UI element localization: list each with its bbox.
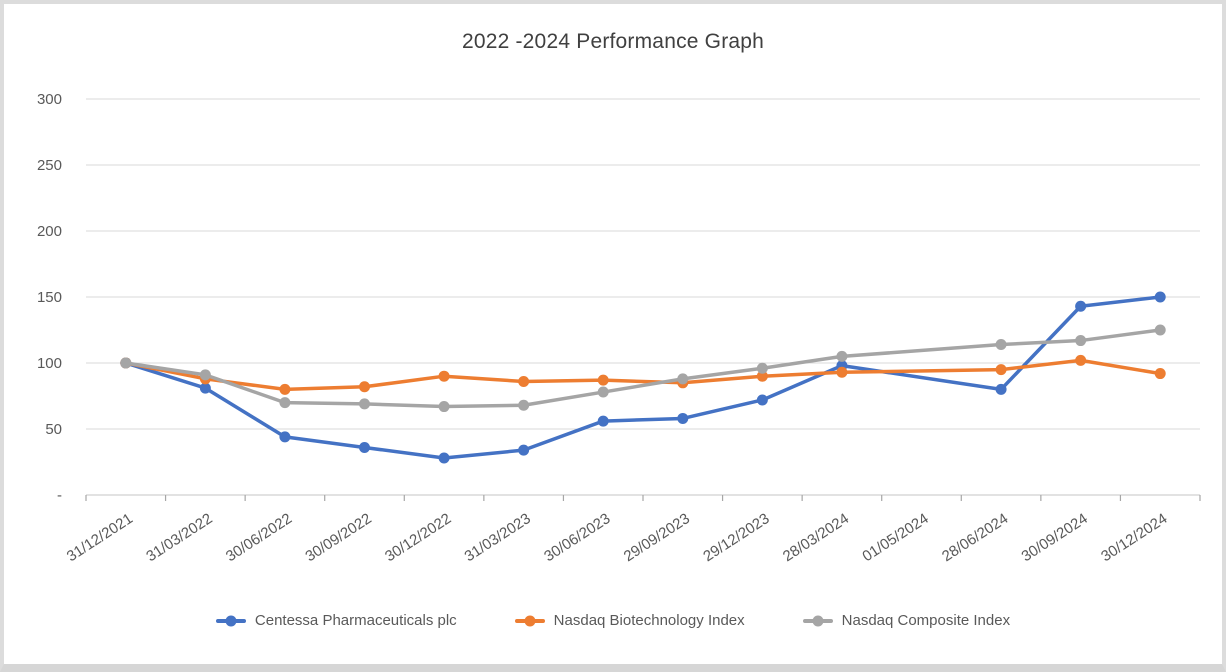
data-point-marker: [120, 357, 132, 369]
data-point-marker: [677, 412, 689, 424]
svg-text:50: 50: [45, 421, 62, 438]
data-point-marker: [1075, 335, 1087, 347]
svg-text:31/03/2022: 31/03/2022: [143, 510, 215, 565]
data-point-marker: [518, 399, 530, 411]
svg-text:30/09/2024: 30/09/2024: [1019, 510, 1091, 565]
data-point-marker: [1154, 291, 1166, 303]
data-point-marker: [279, 383, 291, 395]
svg-text:-: -: [57, 487, 62, 504]
data-point-marker: [438, 452, 450, 464]
legend-item-centessa-pharmaceuticals-plc: Centessa Pharmaceuticals plc: [215, 612, 457, 629]
data-point-marker: [995, 383, 1007, 395]
y-axis-labels: - 50 100 150 200 250 300: [37, 91, 62, 504]
data-point-marker: [597, 374, 609, 386]
svg-text:31/03/2023: 31/03/2023: [462, 510, 534, 565]
data-point-marker: [279, 397, 291, 409]
data-point-marker: [995, 339, 1007, 351]
data-point-marker: [279, 431, 291, 443]
line-circle-marker-icon: [215, 615, 246, 626]
data-point-marker: [518, 375, 530, 387]
chart-title: 2022 -2024 Performance Graph: [461, 30, 765, 53]
circle-marker-icon: [812, 615, 824, 626]
line-circle-marker-icon: [802, 615, 833, 626]
data-point-marker: [756, 394, 768, 406]
svg-text:29/09/2023: 29/09/2023: [621, 510, 693, 565]
svg-text:30/12/2024: 30/12/2024: [1098, 510, 1170, 565]
x-axis-labels: 31/12/2021 31/03/2022 30/06/2022 30/09/2022…: [64, 510, 1171, 565]
svg-text:30/12/2022: 30/12/2022: [382, 510, 454, 565]
svg-text:29/12/2023: 29/12/2023: [700, 510, 772, 565]
data-point-marker: [1154, 368, 1166, 380]
data-point-marker: [199, 369, 211, 381]
legend: Centessa Pharmaceuticals plc Nasdaq Biot…: [4, 612, 1222, 629]
data-point-marker: [597, 386, 609, 398]
data-point-marker: [836, 350, 848, 362]
data-point-marker: [756, 370, 768, 382]
data-point-marker: [836, 366, 848, 378]
svg-text:30/06/2023: 30/06/2023: [541, 510, 613, 565]
data-point-marker: [518, 444, 530, 456]
series-nasdaq-biotechnology-index: [120, 354, 1166, 395]
data-point-marker: [199, 382, 211, 394]
data-point-marker: [359, 398, 370, 410]
data-point-marker: [597, 415, 609, 427]
data-point-marker: [1154, 324, 1166, 336]
svg-text:200: 200: [37, 223, 62, 240]
svg-text:250: 250: [37, 157, 62, 174]
x-axis: [85, 494, 1201, 501]
data-point-marker: [677, 373, 689, 385]
circle-marker-icon: [225, 615, 237, 626]
circle-marker-icon: [524, 615, 536, 626]
svg-text:30/06/2022: 30/06/2022: [223, 510, 295, 565]
data-point-marker: [995, 364, 1007, 376]
data-point-marker: [756, 362, 768, 374]
data-point-marker: [359, 441, 370, 453]
svg-text:28/03/2024: 28/03/2024: [780, 510, 852, 565]
svg-text:100: 100: [37, 355, 62, 372]
svg-text:150: 150: [37, 289, 62, 306]
gridlines: [86, 98, 1200, 430]
legend-label: Nasdaq Biotechnology Index: [553, 612, 745, 629]
line-circle-marker-icon: [514, 615, 545, 626]
svg-text:30/09/2022: 30/09/2022: [302, 510, 374, 565]
legend-item-nasdaq-composite-index: Nasdaq Composite Index: [802, 612, 1011, 629]
series-centessa-pharmaceuticals-plc: [120, 291, 1166, 464]
data-point-marker: [438, 401, 450, 413]
svg-text:31/12/2021: 31/12/2021: [64, 510, 136, 565]
data-point-marker: [359, 381, 370, 393]
legend-label: Centessa Pharmaceuticals plc: [254, 612, 457, 629]
legend-label: Nasdaq Composite Index: [841, 612, 1011, 629]
data-point-marker: [1075, 300, 1087, 312]
svg-text:01/05/2024: 01/05/2024: [859, 510, 931, 565]
svg-text:28/06/2024: 28/06/2024: [939, 510, 1011, 565]
data-point-marker: [1075, 354, 1087, 366]
svg-text:300: 300: [37, 91, 62, 108]
legend-item-nasdaq-biotechnology-index: Nasdaq Biotechnology Index: [514, 612, 745, 629]
data-point-marker: [438, 370, 450, 382]
series-nasdaq-composite-index: [120, 324, 1166, 413]
